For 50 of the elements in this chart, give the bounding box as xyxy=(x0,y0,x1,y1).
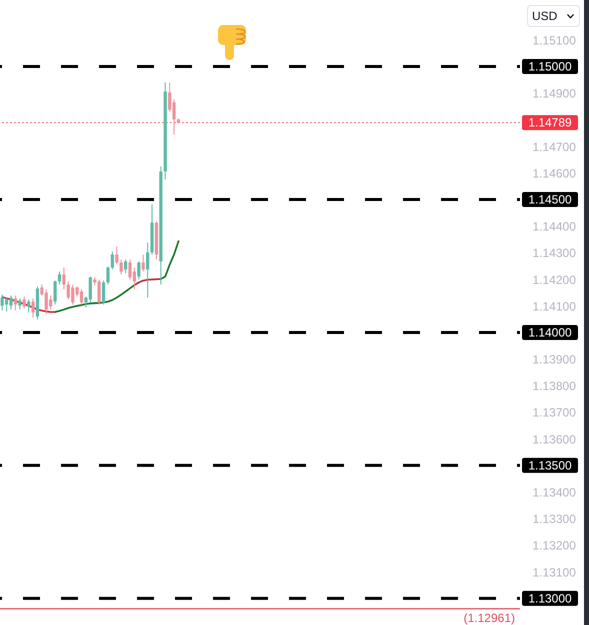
candlestick xyxy=(146,242,150,298)
ref-line-label: (1.12961) xyxy=(464,610,515,625)
y-tick-label: 1.14600 xyxy=(532,166,576,180)
candlestick xyxy=(0,294,4,311)
ref-line-label: 1.14500 xyxy=(528,192,572,206)
candlestick xyxy=(27,298,30,313)
y-tick-label: 1.15100 xyxy=(532,33,576,48)
candlestick xyxy=(88,276,92,303)
y-tick-label: 1.14700 xyxy=(532,140,576,154)
y-tick-label: 1.14300 xyxy=(532,246,576,260)
y-tick-label: 1.13600 xyxy=(532,432,576,446)
candlestick xyxy=(115,246,118,265)
line-series xyxy=(1,296,56,313)
ref-line-label: 1.14000 xyxy=(528,325,572,340)
candlestick xyxy=(9,294,13,310)
candlestick xyxy=(31,298,35,318)
y-tick-label: 1.13900 xyxy=(532,352,576,367)
ref-line-label: 1.13000 xyxy=(528,591,572,606)
candlestick xyxy=(110,251,114,270)
y-tick-label: 1.13300 xyxy=(532,512,576,526)
ref-line-label: 1.14789 xyxy=(528,116,572,130)
candlestick xyxy=(124,259,128,274)
candlestick xyxy=(18,298,22,310)
candlestick xyxy=(102,280,106,306)
candlestick xyxy=(53,280,57,306)
candlestick xyxy=(22,296,26,310)
ref-line-label: 1.13500 xyxy=(528,458,572,472)
y-tick-label: 1.14400 xyxy=(532,220,576,234)
y-tick-label: 1.13100 xyxy=(532,565,576,580)
ref-line-label: 1.15000 xyxy=(528,59,572,74)
candlestick xyxy=(14,294,18,311)
y-tick-label: 1.13200 xyxy=(532,538,576,553)
y-axis-title: USD xyxy=(532,9,558,23)
candlestick xyxy=(58,271,62,286)
y-tick-label: 1.13400 xyxy=(532,486,576,500)
y-tick-label: 1.14200 xyxy=(532,272,576,287)
line-series xyxy=(134,278,162,286)
candlestick xyxy=(142,254,145,272)
y-tick-label: 1.13700 xyxy=(532,406,576,420)
y-tick-label: 1.13800 xyxy=(532,379,576,394)
candlestick xyxy=(62,267,66,290)
candlestick xyxy=(106,266,110,286)
currency-dropdown: USD xyxy=(527,5,580,27)
y-tick-label: 1.14100 xyxy=(532,299,576,314)
candlestick xyxy=(128,259,132,280)
line-series xyxy=(160,240,180,280)
y-tick-label: 1.14900 xyxy=(532,86,576,101)
candlestick xyxy=(120,259,123,275)
candlestick xyxy=(137,260,140,280)
candlestick xyxy=(80,288,84,306)
